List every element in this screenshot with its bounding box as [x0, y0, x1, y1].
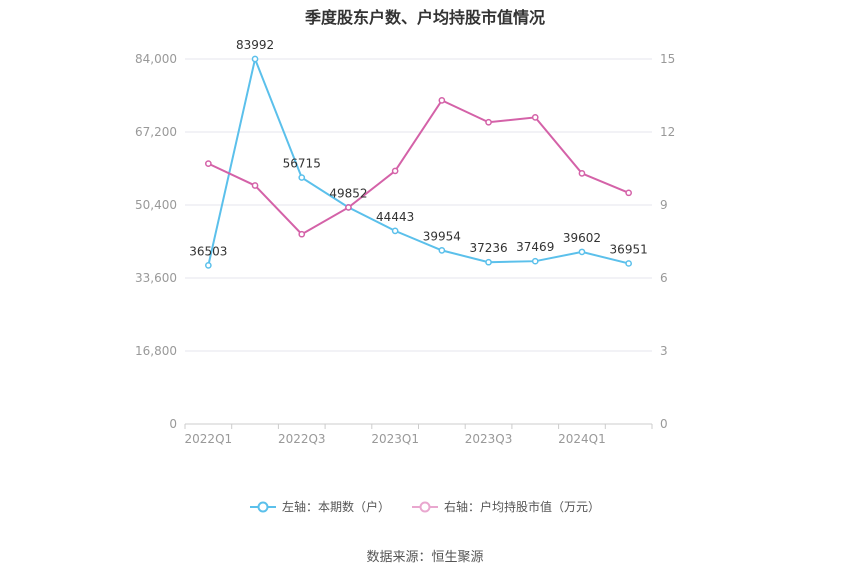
data-label: 39954	[423, 229, 461, 243]
series-point-1	[391, 227, 399, 235]
data-label: 36951	[610, 242, 648, 256]
series-layer	[205, 55, 633, 269]
left-axis-ticks: 0 16,800 33,600 50,400 67,200 84,000	[135, 52, 177, 431]
left-tick-label: 16,800	[135, 344, 177, 358]
legend-line-marker-icon	[249, 501, 276, 512]
series-point-2	[251, 182, 259, 189]
data-label: 83992	[236, 38, 274, 52]
x-tick-label: 2023Q3	[465, 432, 513, 446]
data-label: 56715	[283, 157, 321, 171]
data-label: 37236	[469, 241, 507, 255]
legend-label-right: 右轴：户均持股市值（万元）	[444, 500, 601, 514]
x-tick-label: 2022Q3	[278, 432, 326, 446]
chart-title: 季度股东户数、户均持股市值情况	[304, 8, 545, 27]
right-tick-label: 0	[660, 417, 668, 431]
series-point-2	[298, 230, 306, 238]
data-labels: 36503 83992 56715 49852 44443 39954 37236 37469…	[189, 38, 647, 258]
left-tick-label: 84,000	[135, 52, 177, 66]
series-line-2	[207, 99, 630, 236]
series-point-2	[625, 189, 633, 197]
legend-item-right[interactable]: 右轴：户均持股市值（万元）	[412, 498, 600, 515]
left-tick-label: 67,200	[135, 125, 177, 139]
x-tick-label: 2022Q1	[185, 432, 233, 446]
series-point-2	[531, 114, 539, 121]
x-tick-label: 2023Q1	[371, 432, 419, 446]
data-label: 44443	[376, 210, 414, 224]
legend-item-left[interactable]: 左轴：本期数（户）	[249, 498, 390, 515]
legend-label-left: 左轴：本期数（户）	[281, 500, 390, 514]
legend: 左轴：本期数（户） 右轴：户均持股市值（万元）	[0, 498, 850, 515]
left-tick-label: 0	[169, 417, 177, 431]
right-tick-label: 12	[660, 125, 675, 139]
data-label: 37469	[516, 240, 554, 254]
series-point-1	[298, 174, 306, 181]
series-point-1	[531, 257, 539, 265]
series-point-1	[438, 247, 446, 254]
data-label: 36503	[189, 244, 227, 258]
series-point-2	[391, 167, 399, 175]
legend-line-marker-icon	[412, 501, 438, 512]
series-point-1	[485, 258, 492, 266]
series-point-1	[578, 248, 586, 256]
data-source: 数据来源：恒生聚源	[366, 550, 484, 565]
right-tick-label: 15	[660, 52, 675, 66]
series-point-1	[205, 262, 212, 269]
series-point-1	[625, 260, 633, 267]
series-point-2	[485, 118, 492, 126]
series-point-2	[438, 97, 446, 104]
data-label: 39602	[563, 231, 601, 245]
series-point-2	[578, 170, 586, 177]
right-axis-ticks: 0 3 6 9 12 15	[660, 52, 675, 431]
series-line-1	[207, 55, 629, 266]
x-tick-label: 2024Q1	[558, 432, 606, 446]
left-tick-label: 33,600	[135, 271, 177, 285]
right-tick-label: 6	[660, 271, 668, 285]
series-point-2	[345, 204, 352, 211]
series-point-2	[205, 160, 212, 167]
x-axis-ticks: 2022Q1 2022Q3 2023Q1 2023Q3 2024Q1	[184, 424, 653, 446]
left-tick-label: 50,400	[135, 198, 177, 212]
series-point-1	[251, 55, 259, 63]
data-label: 49852	[329, 186, 367, 200]
right-tick-label: 9	[660, 198, 668, 212]
right-tick-label: 3	[660, 344, 668, 358]
